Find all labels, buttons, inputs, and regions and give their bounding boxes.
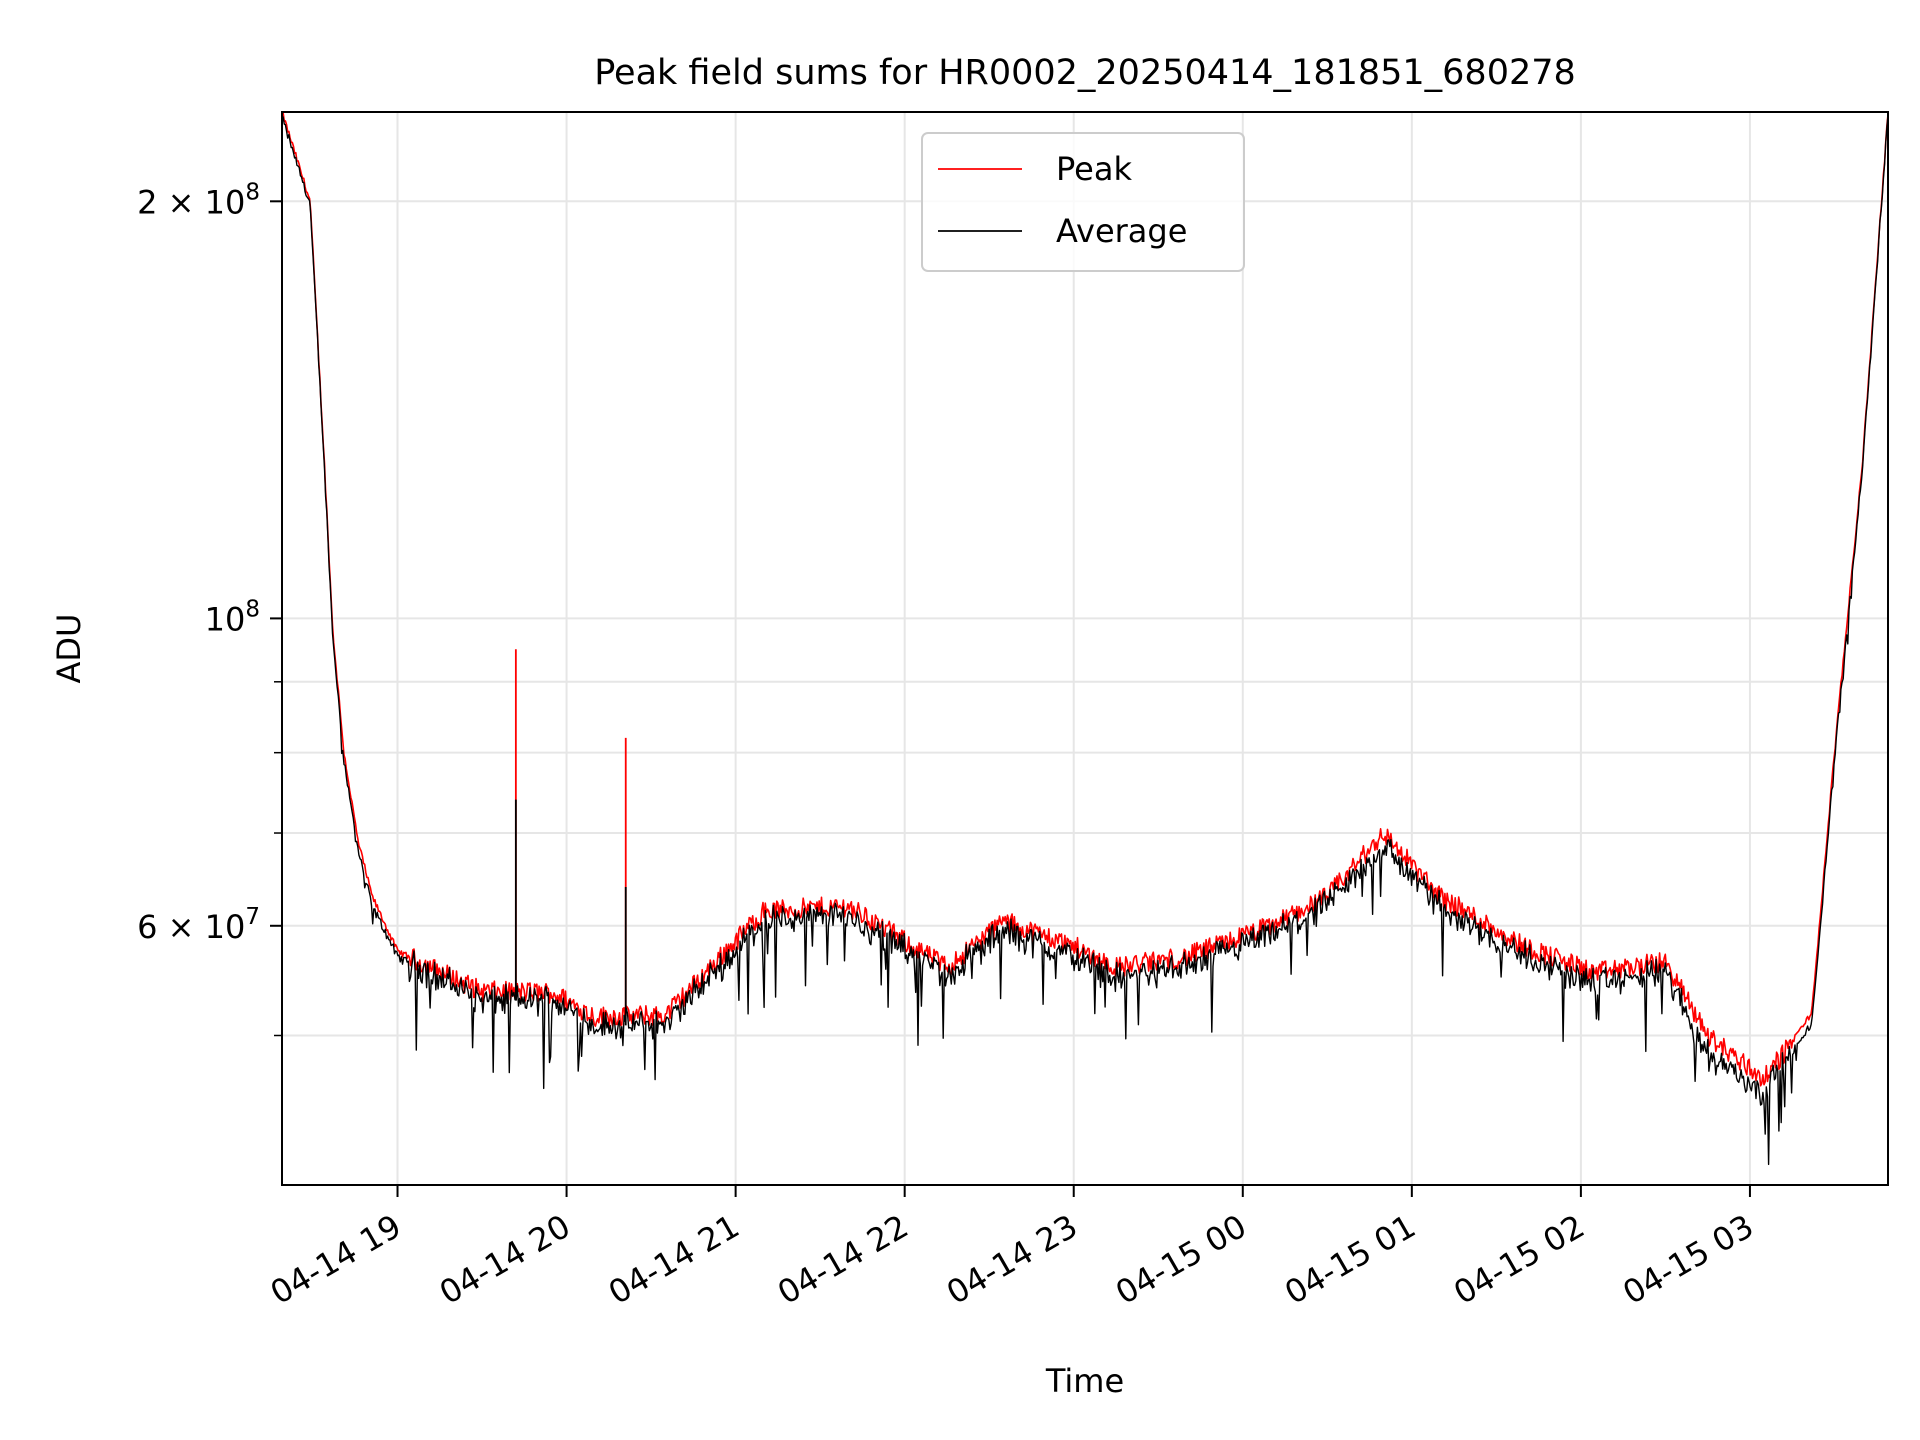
legend: Peak Average [921,132,1245,272]
legend-label: Peak [1056,150,1132,188]
y-axis: 6 × 107 108 2 × 108 [137,179,282,1037]
legend-box [921,132,1245,272]
y-tick-label: 6 × 107 [137,904,260,946]
x-axis-label: Time [1045,1362,1124,1400]
y-tick-label: 2 × 108 [137,179,260,221]
chart-title: Peak field sums for HR0002_20250414_1818… [594,53,1576,93]
series-line-peak [281,111,1889,1087]
series-line-average [281,114,1889,1166]
plot-area [282,112,1888,1185]
y-tick-label: 108 [205,596,260,638]
legend-label: Average [1056,212,1187,250]
series-lines [281,111,1889,1166]
y-axis-label: ADU [50,614,88,684]
plot-frame [281,111,1889,1186]
